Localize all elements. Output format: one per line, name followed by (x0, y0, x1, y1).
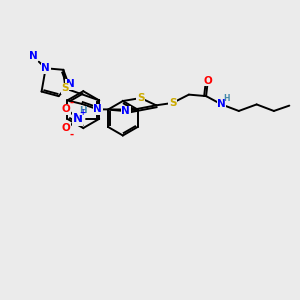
Text: -: - (70, 130, 74, 140)
Text: S: S (137, 93, 145, 103)
Text: +: + (80, 108, 86, 117)
Text: O: O (61, 104, 70, 114)
Text: N: N (217, 99, 226, 110)
Text: N: N (93, 104, 102, 114)
Text: N: N (41, 63, 50, 73)
Text: N: N (28, 51, 37, 61)
Text: H: H (79, 106, 87, 115)
Text: N: N (66, 79, 74, 89)
Text: N: N (122, 106, 130, 116)
Text: S: S (169, 98, 176, 108)
Text: S: S (61, 83, 69, 93)
Text: O: O (203, 76, 212, 85)
Text: N: N (73, 112, 83, 125)
Text: -: - (70, 98, 74, 108)
Text: H: H (224, 94, 230, 103)
Text: O: O (61, 123, 70, 134)
